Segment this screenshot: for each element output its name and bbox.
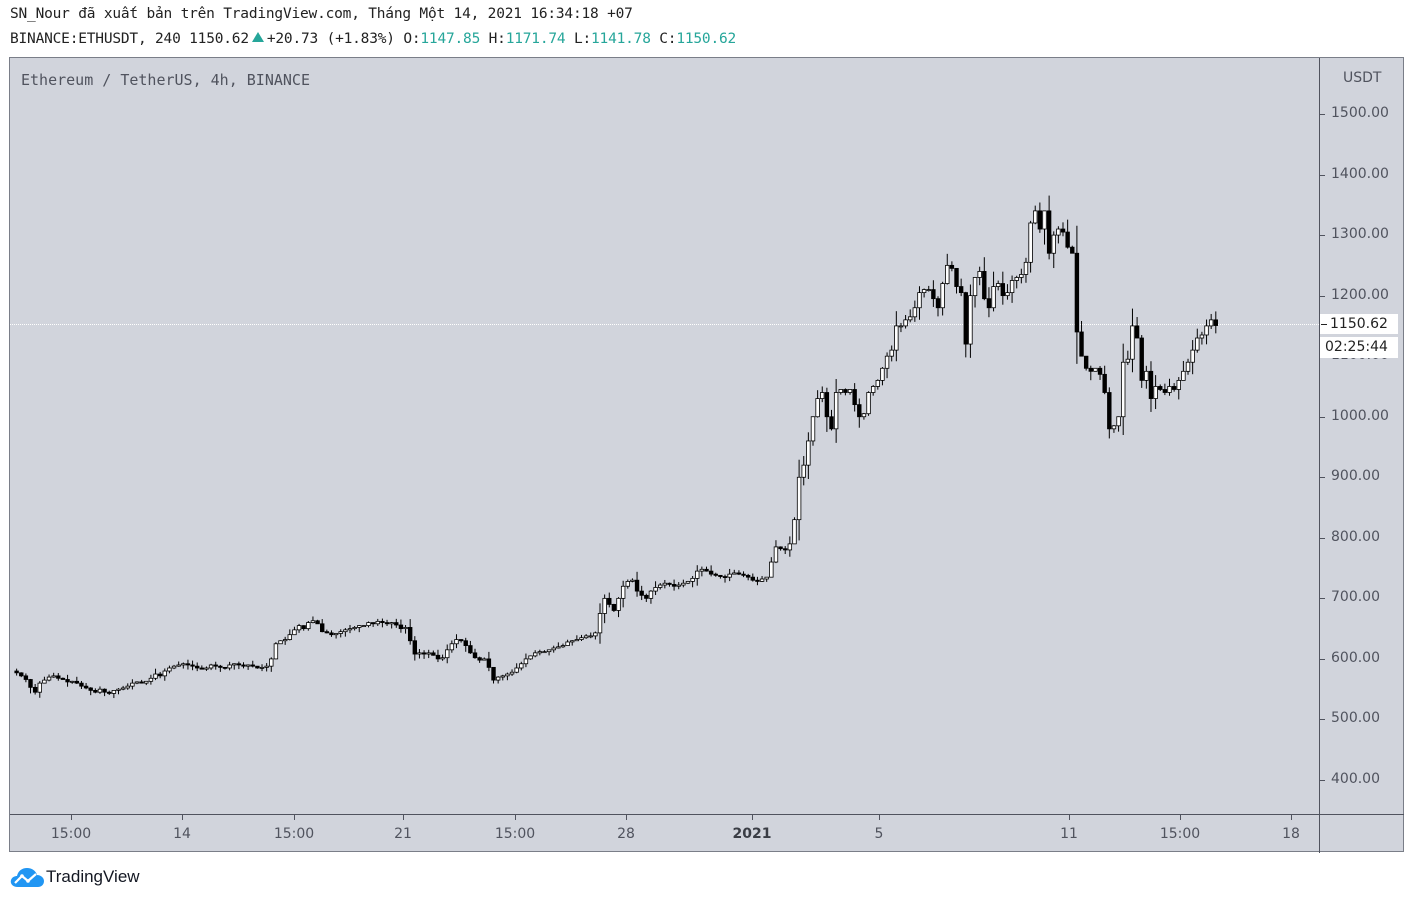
last-price-label: 1150.62 <box>1320 314 1398 334</box>
x-tick <box>71 815 72 820</box>
y-tick <box>1320 114 1325 115</box>
symbol-interval: BINANCE:ETHUSDT, 240 <box>10 31 181 47</box>
high-label: H: <box>488 31 506 47</box>
y-tick-label: 900.00 <box>1331 468 1380 485</box>
tradingview-logo[interactable]: TradingView <box>10 866 140 888</box>
x-tick <box>1180 815 1181 820</box>
x-tick-label: 2021 <box>732 826 772 842</box>
symbol-legend: BINANCE:ETHUSDT, 240 1150.62 +20.73 (+1.8… <box>10 31 736 47</box>
x-tick <box>1069 815 1070 820</box>
y-tick <box>1320 658 1325 660</box>
last-price-value: 1150.62 <box>189 31 249 47</box>
y-tick-label: 1400.00 <box>1331 165 1389 182</box>
change-value: +20.73 (+1.83%) <box>266 31 395 47</box>
x-tick <box>1291 815 1292 820</box>
x-tick-label: 21 <box>394 826 412 842</box>
y-tick-label: 800.00 <box>1331 528 1380 545</box>
x-tick-label: 18 <box>1282 826 1300 842</box>
y-tick-label: 1500.00 <box>1331 105 1389 121</box>
y-tick <box>1320 416 1325 418</box>
candlestick-series[interactable] <box>10 58 1319 814</box>
y-tick-label: 1000.00 <box>1331 407 1389 424</box>
y-tick <box>1320 477 1325 479</box>
y-tick-label: 500.00 <box>1331 710 1380 727</box>
chart-title: Ethereum / TetherUS, 4h, BINANCE <box>21 71 310 89</box>
open-value: 1147.85 <box>420 31 481 47</box>
up-triangle-icon <box>251 32 264 42</box>
x-tick <box>515 815 516 820</box>
x-tick <box>403 815 404 820</box>
x-tick-label: 15:00 <box>273 826 315 842</box>
bar-countdown: 02:25:44 <box>1320 337 1398 358</box>
y-tick <box>1320 598 1325 600</box>
y-tick-label: 1300.00 <box>1331 226 1389 243</box>
close-value: 1150.62 <box>676 31 737 47</box>
close-label: C: <box>659 31 677 47</box>
y-tick-label: 600.00 <box>1331 649 1380 666</box>
price-unit: USDT <box>1343 70 1382 86</box>
price-axis[interactable] <box>1319 58 1404 815</box>
high-value: 1171.74 <box>505 31 566 47</box>
x-tick-label: 15:00 <box>494 826 536 842</box>
y-tick <box>1320 537 1325 539</box>
y-tick-label: 400.00 <box>1331 771 1380 787</box>
time-axis[interactable] <box>10 814 1319 853</box>
x-tick-label: 14 <box>173 826 191 842</box>
low-label: L: <box>573 31 592 47</box>
logo-text: TradingView <box>46 867 140 886</box>
x-tick <box>626 815 627 820</box>
chart-frame[interactable] <box>9 57 1404 852</box>
y-tick <box>1320 295 1325 297</box>
x-tick-label: 11 <box>1060 826 1078 842</box>
x-tick <box>182 815 183 820</box>
open-label: O: <box>403 31 421 47</box>
last-price-line <box>10 324 1319 325</box>
y-tick <box>1320 780 1325 781</box>
x-tick <box>294 815 295 820</box>
low-value: 1141.78 <box>591 31 651 47</box>
cloud-logo-icon <box>10 868 44 887</box>
x-tick-label: 28 <box>617 826 635 842</box>
axis-corner <box>1319 814 1404 853</box>
x-tick <box>879 815 880 820</box>
y-tick-label: 1200.00 <box>1331 286 1389 303</box>
publish-info: SN_Nour đã xuất bản trên TradingView.com… <box>10 6 633 22</box>
x-tick-label: 5 <box>874 826 884 842</box>
x-tick-label: 15:00 <box>1159 826 1201 842</box>
y-tick <box>1320 719 1325 721</box>
x-tick-label: 15:00 <box>50 826 92 842</box>
y-tick <box>1320 174 1325 176</box>
y-tick <box>1320 235 1325 237</box>
x-tick <box>752 815 753 820</box>
y-tick-label: 700.00 <box>1331 589 1380 606</box>
